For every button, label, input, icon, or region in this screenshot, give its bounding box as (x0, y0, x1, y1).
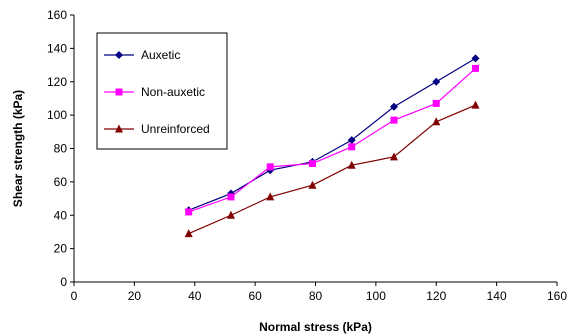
data-point-unreinforced (389, 152, 398, 161)
data-point-unreinforced (432, 117, 441, 126)
y-tick-label: 20 (54, 242, 68, 256)
y-tick-label: 0 (60, 275, 67, 289)
y-tick-label: 60 (54, 175, 68, 189)
data-point-non-auxetic (266, 163, 274, 171)
data-point-unreinforced (226, 210, 235, 219)
y-tick-label: 160 (47, 8, 67, 22)
data-point-unreinforced (347, 160, 356, 169)
legend-label-unreinforced: Unreinforced (141, 122, 210, 136)
y-tick-label: 120 (47, 75, 67, 89)
data-point-unreinforced (471, 100, 480, 109)
y-tick-label: 80 (54, 142, 68, 156)
data-point-unreinforced (184, 229, 193, 238)
series-line-auxetic (188, 57, 476, 211)
data-point-auxetic (347, 136, 356, 145)
y-tick-label: 140 (47, 41, 67, 55)
legend-label-non-auxetic: Non-auxetic (141, 85, 205, 99)
x-axis-title: Normal stress (kPa) (259, 320, 372, 334)
y-tick-label: 40 (54, 208, 68, 222)
legend-label-auxetic: Auxetic (141, 48, 180, 62)
y-tick-label: 100 (47, 108, 67, 122)
series-non-auxetic (185, 64, 479, 216)
x-tick-label: 60 (248, 289, 262, 303)
data-point-non-auxetic (308, 160, 316, 168)
data-point-non-auxetic (432, 99, 440, 107)
data-point-non-auxetic (390, 116, 398, 124)
series-auxetic (184, 54, 480, 215)
data-point-auxetic (471, 54, 480, 63)
x-tick-label: 100 (366, 289, 386, 303)
data-point-auxetic (432, 77, 441, 86)
data-point-non-auxetic (185, 208, 193, 216)
x-tick-label: 160 (547, 289, 567, 303)
x-tick-label: 20 (128, 289, 142, 303)
series-line-non-auxetic (188, 67, 476, 213)
x-tick-label: 80 (309, 289, 323, 303)
legend-marker-unreinforced (115, 124, 123, 133)
series-layer (184, 54, 480, 238)
legend-marker-non-auxetic (115, 88, 123, 96)
data-point-non-auxetic (348, 143, 356, 151)
series-unreinforced (184, 100, 480, 238)
data-point-unreinforced (308, 180, 317, 189)
data-point-non-auxetic (227, 193, 235, 201)
y-axis-title: Shear strength (kPa) (11, 90, 25, 207)
x-tick-label: 40 (188, 289, 202, 303)
x-tick-label: 140 (487, 289, 507, 303)
data-point-auxetic (389, 102, 398, 111)
data-point-unreinforced (266, 192, 275, 201)
series-line-unreinforced (188, 104, 476, 235)
data-point-non-auxetic (471, 64, 479, 72)
x-tick-label: 0 (71, 289, 78, 303)
x-tick-label: 120 (426, 289, 446, 303)
legend: Auxetic Non-auxetic Unreinforced (96, 32, 228, 150)
legend-marker-auxetic (115, 51, 123, 59)
axes: 0 20 40 60 80 100 120 140 160 0 20 40 60 80 100 120 140 1… (47, 8, 567, 303)
